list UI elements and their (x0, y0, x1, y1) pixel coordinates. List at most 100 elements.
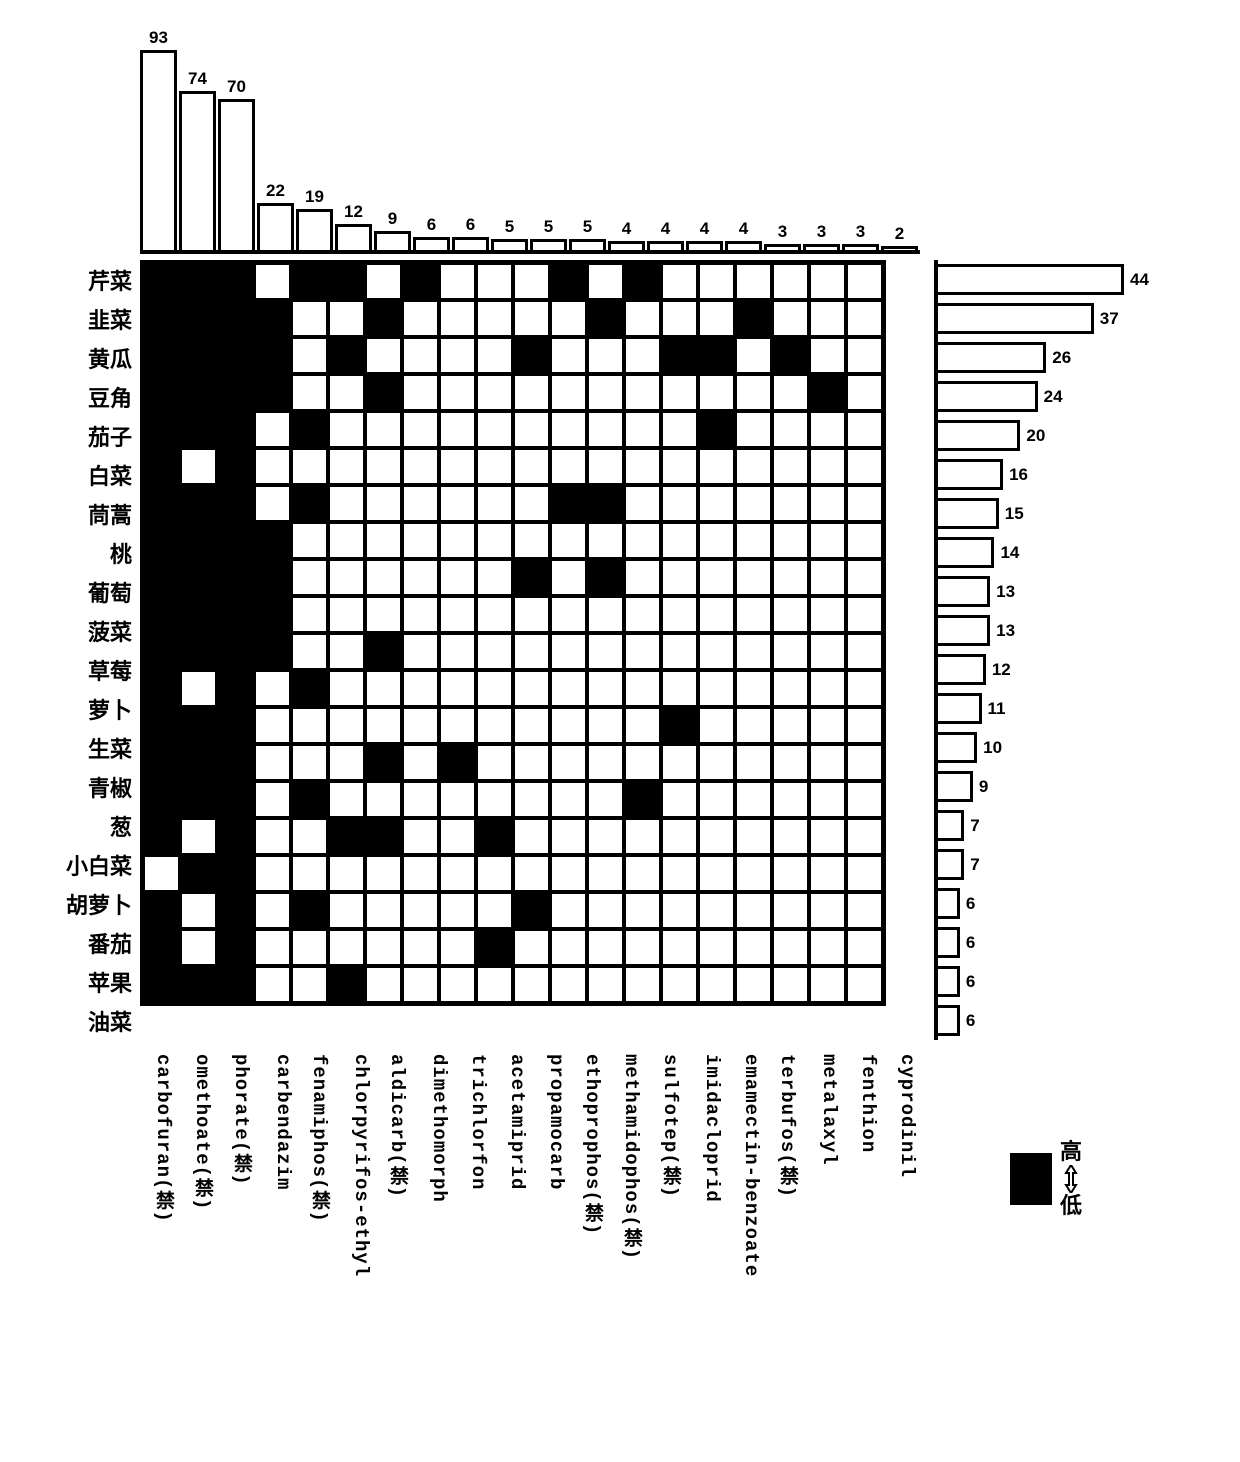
heatmap-cell (291, 633, 328, 670)
heatmap-row (143, 300, 883, 337)
top-bar-col: 2 (881, 20, 918, 250)
heatmap-cell (698, 448, 735, 485)
heatmap-cell (846, 559, 883, 596)
right-bar-row: 14 (934, 533, 1149, 572)
heatmap-cell (624, 855, 661, 892)
legend-arrow-icon (1064, 1164, 1078, 1194)
heatmap-cell (550, 411, 587, 448)
right-bar-row: 26 (934, 338, 1149, 377)
heatmap-cell (661, 485, 698, 522)
heatmap-cell (809, 300, 846, 337)
heatmap-cell (291, 337, 328, 374)
heatmap-cell (809, 818, 846, 855)
heatmap-cell (328, 633, 365, 670)
heatmap-cell (624, 374, 661, 411)
heatmap-cell (661, 633, 698, 670)
heatmap-cell (143, 855, 180, 892)
right-bar (934, 771, 973, 802)
row-label: 桃 (20, 533, 140, 572)
heatmap-cell (476, 448, 513, 485)
right-bar-row: 24 (934, 377, 1149, 416)
right-bar-value: 6 (966, 933, 975, 953)
heatmap-cell (439, 448, 476, 485)
heatmap-cell (402, 263, 439, 300)
heatmap-cell (809, 855, 846, 892)
heatmap-cell (809, 522, 846, 559)
heatmap-cell (217, 448, 254, 485)
heatmap-cell (328, 337, 365, 374)
heatmap-cell (735, 448, 772, 485)
heatmap-cell (513, 892, 550, 929)
right-bar-value: 24 (1044, 387, 1063, 407)
heatmap-cell (328, 263, 365, 300)
right-bar (934, 537, 994, 568)
heatmap-cell (180, 485, 217, 522)
heatmap-cell (365, 337, 402, 374)
heatmap-cell (254, 892, 291, 929)
top-bar-col: 5 (491, 20, 528, 250)
heatmap-cell (328, 855, 365, 892)
heatmap-cell (624, 300, 661, 337)
column-label: chlorpyrifos-ethyl (335, 1050, 372, 1277)
heatmap-cell (254, 448, 291, 485)
heatmap-cell (513, 263, 550, 300)
heatmap-cell (772, 559, 809, 596)
heatmap-cell (809, 448, 846, 485)
top-bar-value: 3 (778, 222, 787, 242)
top-bar-col: 9 (374, 20, 411, 250)
heatmap-cell (254, 855, 291, 892)
heatmap-cell (809, 337, 846, 374)
top-bar-value: 93 (149, 28, 168, 48)
heatmap-cell (735, 966, 772, 1003)
heatmap-cell (735, 855, 772, 892)
column-label: emamectin-benzoate (725, 1050, 762, 1277)
heatmap-cell (180, 411, 217, 448)
heatmap-cell (846, 300, 883, 337)
right-bar-value: 13 (996, 582, 1015, 602)
heatmap-cell (587, 263, 624, 300)
heatmap-cell (809, 485, 846, 522)
top-bar (218, 99, 255, 250)
heatmap-cell (624, 263, 661, 300)
heatmap-cell (809, 929, 846, 966)
right-bar-row: 6 (934, 884, 1149, 923)
heatmap-cell (661, 744, 698, 781)
heatmap-cell (587, 707, 624, 744)
heatmap-cell (365, 522, 402, 559)
heatmap-cell (143, 300, 180, 337)
top-bar-col: 22 (257, 20, 294, 250)
heatmap-cell (217, 300, 254, 337)
heatmap-cell (587, 485, 624, 522)
heatmap-cell (402, 633, 439, 670)
heatmap-cell (476, 855, 513, 892)
heatmap-cell (217, 855, 254, 892)
heatmap-cell (661, 670, 698, 707)
row-label: 菠菜 (20, 611, 140, 650)
heatmap-cell (180, 337, 217, 374)
heatmap-cell (365, 707, 402, 744)
heatmap-cell (328, 781, 365, 818)
heatmap-cell (143, 596, 180, 633)
top-bar-value: 4 (661, 219, 670, 239)
heatmap-cell (661, 781, 698, 818)
heatmap-row (143, 855, 883, 892)
heatmap-cell (846, 263, 883, 300)
heatmap-cell (476, 411, 513, 448)
top-bar-col: 5 (530, 20, 567, 250)
right-bar-value: 6 (966, 972, 975, 992)
heatmap-cell (735, 300, 772, 337)
heatmap-cell (402, 596, 439, 633)
heatmap-cell (587, 855, 624, 892)
heatmap-cell (698, 818, 735, 855)
right-bar (934, 459, 1003, 490)
heatmap-cell (809, 633, 846, 670)
row-label: 韭菜 (20, 299, 140, 338)
top-bar (647, 241, 684, 250)
heatmap-cell (735, 892, 772, 929)
heatmap-cell (735, 374, 772, 411)
heatmap-cell (846, 966, 883, 1003)
top-bar-value: 22 (266, 181, 285, 201)
right-bar-row: 20 (934, 416, 1149, 455)
right-bar-value: 6 (966, 1011, 975, 1031)
heatmap-cell (735, 670, 772, 707)
